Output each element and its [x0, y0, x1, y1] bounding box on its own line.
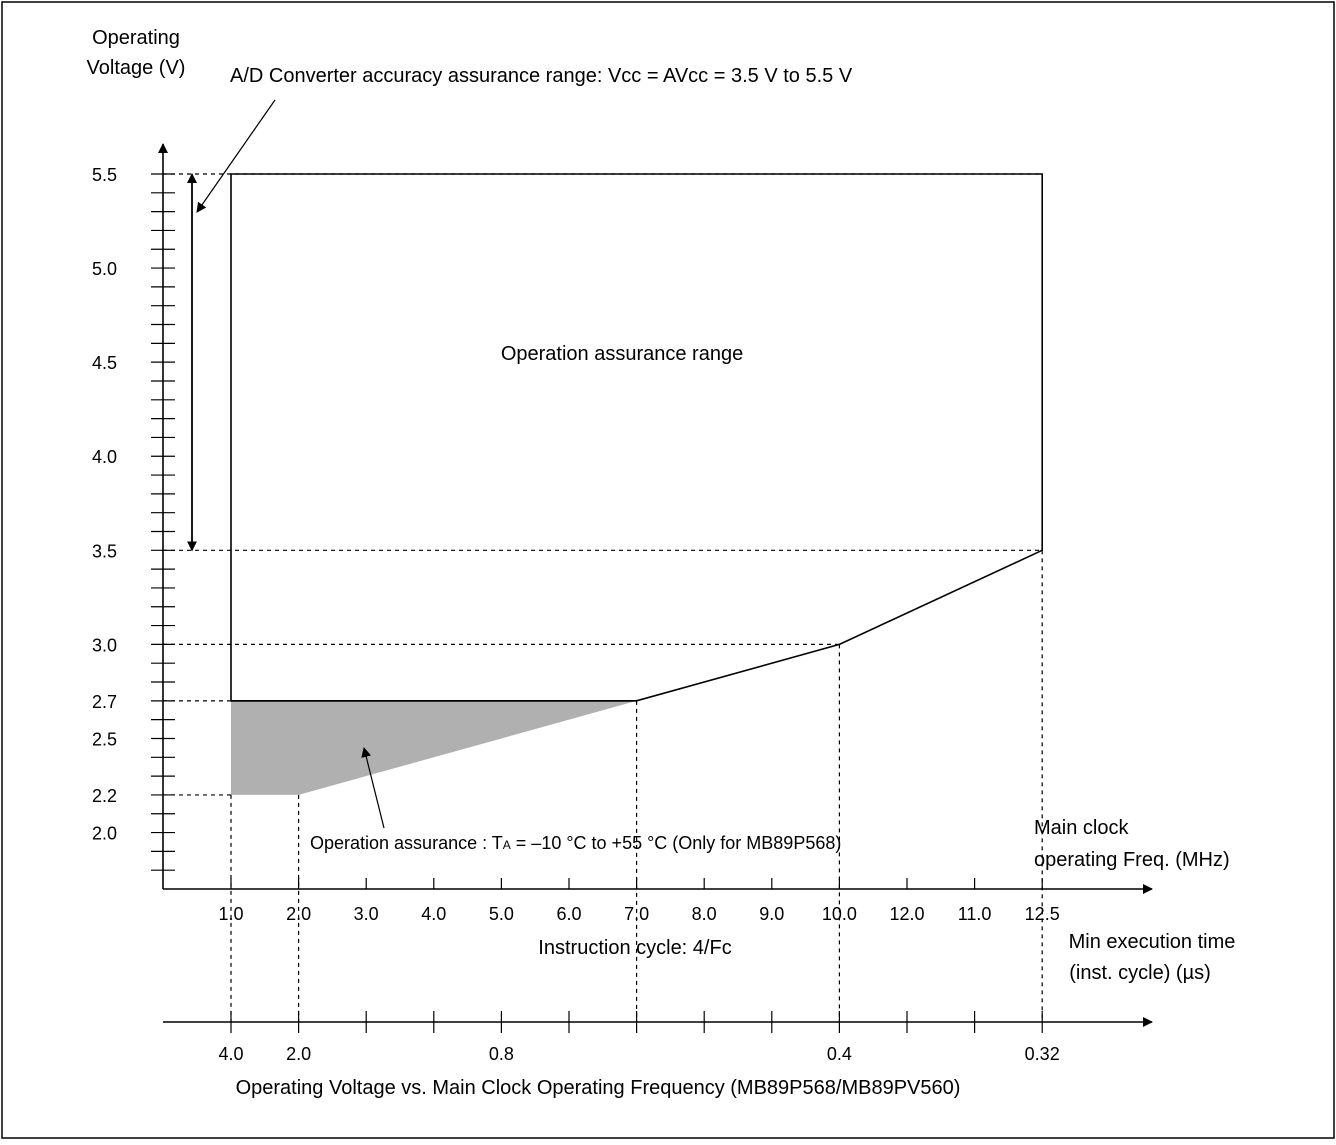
x-tick-label: 7.0	[624, 904, 649, 924]
x2-tick-label: 0.4	[827, 1044, 852, 1064]
x-tick-label: 10.0	[822, 904, 857, 924]
chart-plot-area: 5.5 5.0 4.5 4.0 3.5 3.0 2.7 2.5 2.2 2.0 1.0 2.0 3.0 4…	[92, 99, 1153, 1064]
adc-range-note: A/D Converter accuracy assurance range: …	[230, 65, 853, 87]
x2-axis-label-line-1: Min execution time	[1069, 931, 1236, 953]
x2-tick-label: 0.32	[1025, 1044, 1060, 1064]
figure-caption: Operating Voltage vs. Main Clock Operati…	[236, 1077, 961, 1099]
x2-tick-label: 2.0	[286, 1044, 311, 1064]
shaded-note-leader	[361, 747, 385, 829]
x-tick-label: 3.0	[354, 904, 379, 924]
y-tick-label: 5.0	[92, 259, 117, 279]
y-tick-label: 2.7	[92, 692, 117, 712]
x-tick-label: 4.0	[421, 904, 446, 924]
x-tick-label: 1.0	[218, 904, 243, 924]
x2-axis-label-line-2: (inst. cycle) (µs)	[1069, 962, 1211, 984]
shaded-note-suffix: = –10 °C to +55 °C (Only for MB89P568)	[511, 833, 842, 853]
x2-tick-label: 0.8	[489, 1044, 514, 1064]
x-axis-label-line-2: operating Freq. (MHz)	[1034, 849, 1230, 871]
y-axis-label-line-1: Operating	[92, 27, 180, 49]
x-tick-label: 12.5	[1025, 904, 1060, 924]
x-tick-label: 5.0	[489, 904, 514, 924]
y-tick-label: 4.0	[92, 447, 117, 467]
x-tick-label: 8.0	[692, 904, 717, 924]
y-tick-label: 3.5	[92, 541, 117, 561]
x2-tick-label: 4.0	[218, 1044, 243, 1064]
shaded-operation-region	[231, 700, 637, 795]
adc-note-leader	[196, 99, 276, 213]
region-label: Operation assurance range	[501, 343, 743, 365]
y-tick-label: 3.0	[92, 635, 117, 655]
y-axis-label-line-2: Voltage (V)	[87, 57, 186, 79]
x-axis-label-line-1: Main clock	[1034, 817, 1129, 839]
x-tick-label: 6.0	[556, 904, 581, 924]
y-tick-label: 4.5	[92, 353, 117, 373]
shaded-note: Operation assurance : TA = –10 °C to +55…	[310, 833, 841, 853]
x-tick-label: 9.0	[759, 904, 784, 924]
x-tick-label: 12.0	[889, 904, 924, 924]
y-tick-label: 2.2	[92, 786, 117, 806]
x-tick-label: 11.0	[958, 904, 992, 924]
y-tick-label: 2.0	[92, 824, 117, 844]
shaded-note-prefix: Operation assurance : T	[310, 833, 503, 853]
instruction-cycle-caption: Instruction cycle: 4/Fc	[538, 937, 731, 959]
y-tick-label: 2.5	[92, 729, 117, 749]
x-tick-label: 2.0	[286, 904, 311, 924]
shaded-note-subscript: A	[503, 838, 511, 852]
y-tick-label: 5.5	[92, 165, 117, 185]
